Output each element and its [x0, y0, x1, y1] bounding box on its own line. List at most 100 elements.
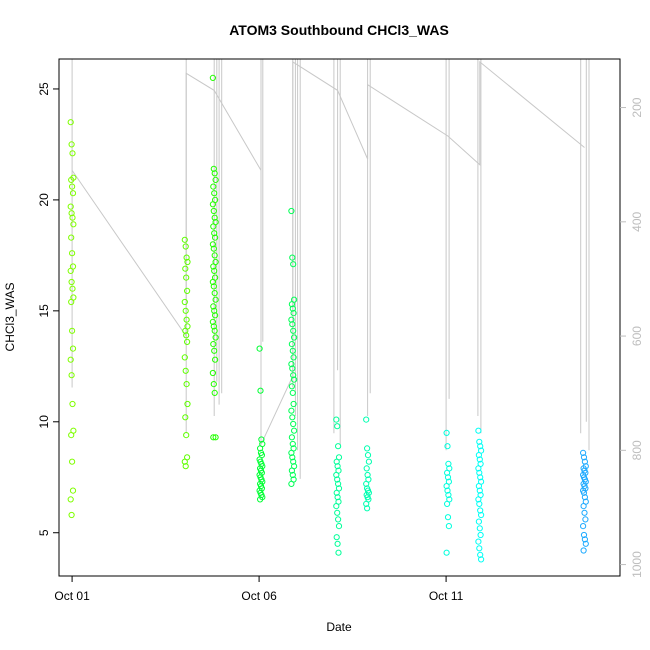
- data-point: [363, 465, 370, 472]
- data-point: [183, 432, 190, 439]
- data-point: [363, 416, 370, 423]
- data-point: [443, 549, 450, 556]
- data-point: [288, 383, 295, 390]
- data-point: [445, 523, 452, 530]
- data-point: [212, 434, 219, 441]
- data-point: [184, 258, 191, 266]
- data-point: [333, 503, 340, 510]
- data-point: [288, 316, 295, 323]
- data-point: [67, 203, 74, 210]
- data-point: [291, 376, 298, 383]
- data-point: [210, 323, 217, 330]
- data-point: [182, 243, 189, 250]
- data-point: [182, 307, 189, 314]
- data-point: [67, 119, 74, 126]
- data-point: [212, 234, 219, 241]
- data-point: [335, 549, 342, 556]
- data-point: [211, 347, 218, 354]
- data-point: [290, 261, 297, 268]
- data-point: [580, 489, 588, 496]
- data-point: [289, 305, 296, 312]
- data-point: [210, 303, 217, 310]
- data-point: [580, 531, 588, 539]
- data-point: [334, 540, 341, 547]
- data-point: [333, 489, 340, 496]
- data-point: [69, 150, 76, 157]
- data-point: [184, 287, 191, 294]
- data-point: [444, 443, 451, 450]
- data-point: [210, 381, 217, 388]
- data-point: [68, 298, 75, 306]
- data-point: [211, 290, 218, 297]
- data-point: [68, 141, 75, 148]
- data-point: [288, 407, 295, 414]
- data-point: [477, 551, 484, 559]
- data-point: [333, 416, 340, 423]
- data-point: [443, 483, 450, 490]
- data-point: [209, 318, 216, 325]
- data-point: [476, 487, 483, 494]
- data-point: [182, 265, 189, 272]
- y-tick-label: 15: [37, 304, 51, 318]
- data-point: [291, 334, 298, 341]
- data-point: [69, 190, 77, 197]
- y-tick-label: 25: [37, 82, 51, 96]
- data-point: [182, 414, 189, 421]
- data-point: [335, 480, 342, 487]
- data-point: [68, 278, 75, 286]
- data-point: [444, 500, 451, 507]
- data-point: [210, 165, 217, 172]
- data-point: [289, 321, 296, 328]
- data-point: [209, 369, 216, 377]
- x-axis-label: Date: [326, 620, 352, 634]
- data-point: [210, 223, 217, 230]
- data-point: [364, 505, 371, 512]
- data-point: [211, 267, 218, 274]
- data-point: [333, 534, 340, 541]
- data-point: [475, 452, 482, 459]
- data-point: [290, 310, 297, 317]
- data-point: [335, 443, 342, 450]
- data-point: [364, 452, 372, 459]
- data-point: [69, 345, 77, 352]
- y-tick-label: 5: [37, 529, 51, 536]
- data-point: [580, 503, 587, 510]
- data-point: [182, 463, 189, 470]
- data-point: [181, 298, 188, 306]
- data-point: [476, 438, 483, 445]
- data-point: [476, 525, 483, 532]
- data-point: [68, 372, 75, 379]
- right-tick-label: 400: [630, 211, 644, 231]
- data-point: [580, 523, 587, 530]
- data-point: [475, 427, 482, 434]
- data-point: [475, 538, 482, 545]
- data-point: [68, 176, 75, 183]
- data-point: [289, 471, 296, 479]
- right-axis: 200 400 600 800 1000: [620, 97, 644, 578]
- data-point: [257, 387, 264, 394]
- plot-frame: [58, 58, 621, 577]
- data-point: [477, 531, 484, 539]
- data-point: [68, 511, 75, 519]
- data-point: [288, 467, 295, 474]
- data-point: [210, 183, 217, 190]
- data-point: [68, 234, 75, 241]
- data-point: [67, 267, 74, 274]
- data-point: [209, 74, 216, 82]
- x-axis: Oct 01 Oct 06 Oct 11: [54, 576, 464, 603]
- data-point: [69, 214, 76, 221]
- data-point: [257, 445, 264, 452]
- data-point: [444, 469, 451, 476]
- data-point: [335, 516, 342, 523]
- data-point: [333, 458, 340, 465]
- data-point: [212, 334, 219, 341]
- data-point: [477, 507, 484, 514]
- data-point: [181, 458, 188, 465]
- data-point: [364, 445, 371, 452]
- data-point: [445, 491, 452, 499]
- data-point: [182, 327, 189, 334]
- data-point: [69, 327, 76, 334]
- data-point: [256, 345, 263, 352]
- y-tick-label: 10: [37, 415, 51, 429]
